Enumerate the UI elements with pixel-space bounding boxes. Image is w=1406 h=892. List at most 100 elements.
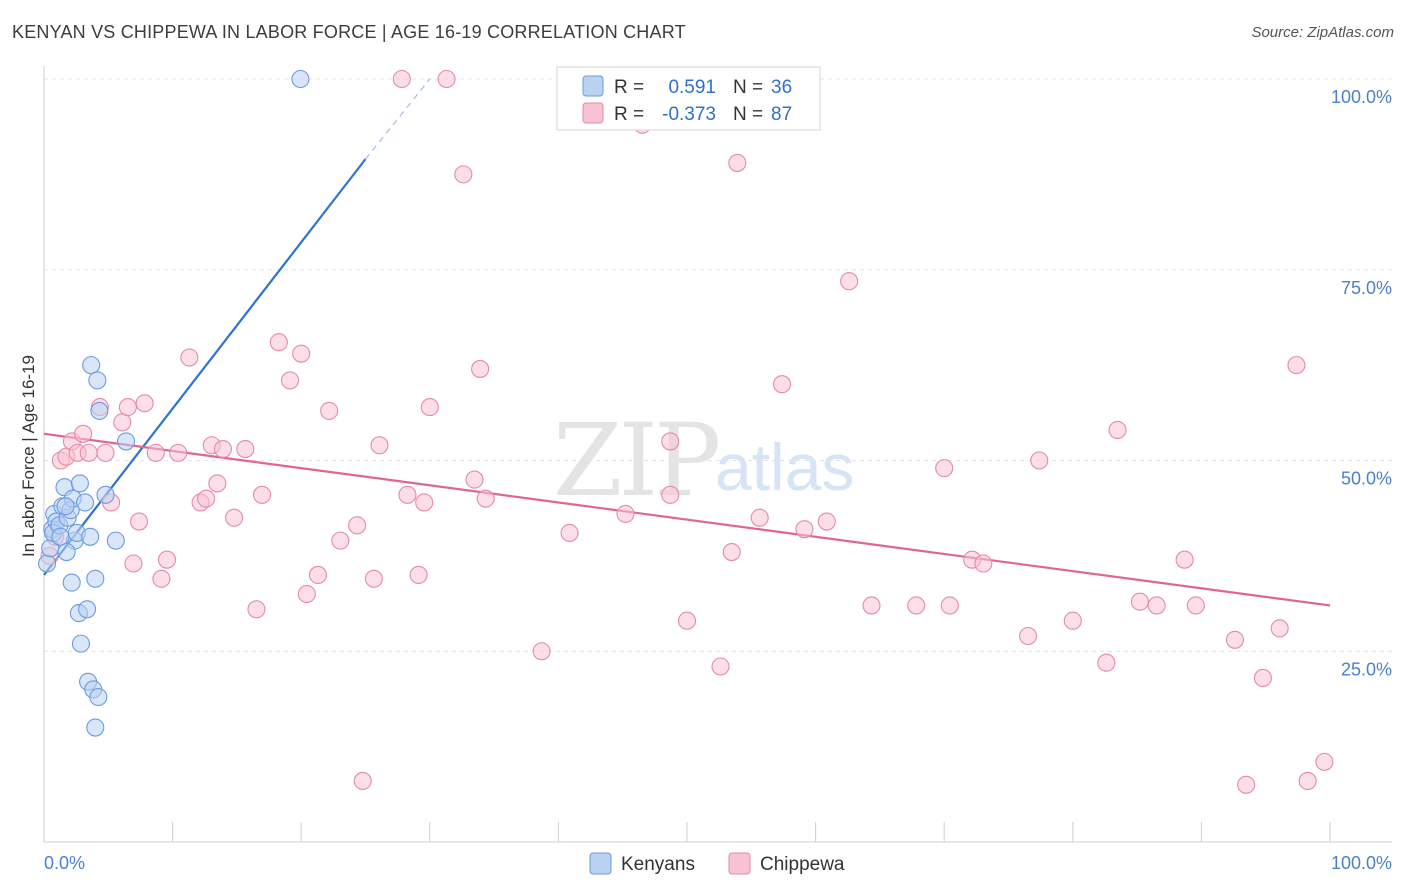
legend-r-label-kenyans: R = [614, 77, 644, 98]
chippewa-point [817, 512, 836, 531]
chippewa-point [1108, 420, 1127, 440]
y-axis-label: In Labor Force | Age 16-19 [19, 355, 38, 557]
chippewa-point [208, 474, 227, 493]
legend-swatch-chippewa [582, 102, 604, 124]
kenyans-point [96, 485, 115, 504]
bottom-legend-swatch-chippewa [728, 852, 751, 875]
chippewa-point [728, 153, 747, 172]
chippewa-point [454, 165, 473, 184]
watermark-atlas: atlas [715, 430, 854, 504]
chippewa-point [1287, 356, 1306, 375]
chippewa-point [940, 596, 959, 615]
chippewa-point [118, 398, 137, 417]
chippewa-point [124, 554, 143, 573]
chippewa-point [297, 584, 316, 604]
chippewa-point [661, 432, 680, 451]
chippewa-point [152, 569, 171, 588]
chippewa-point [348, 516, 367, 535]
chippewa-point [437, 69, 456, 89]
chippewa-point [1030, 451, 1049, 470]
y-tick-label: 75.0% [1341, 278, 1392, 298]
chippewa-point [96, 443, 115, 462]
kenyans-point [38, 554, 57, 573]
chippewa-point [415, 493, 434, 512]
chippewa-point [1130, 592, 1149, 611]
watermark: ZIP atlas [553, 402, 854, 519]
chippewa-point [197, 489, 216, 508]
legend-n-label-chippewa: N = [733, 104, 763, 125]
legend-r-value-kenyans: 0.591 [668, 77, 716, 98]
chippewa-point [420, 398, 439, 417]
chippewa-point [253, 485, 272, 504]
kenyans-point [90, 401, 109, 420]
axes [43, 66, 1392, 843]
kenyans-point [78, 600, 97, 619]
chippewa-point [1175, 550, 1194, 569]
x-tick-label-min: 0.0% [44, 853, 85, 873]
kenyans-point [86, 569, 105, 588]
chippewa-point [795, 520, 814, 539]
chippewa-point [840, 272, 859, 291]
kenyans-point [89, 687, 108, 707]
chippewa-point [974, 554, 993, 573]
chippewa-point [907, 596, 926, 615]
chippewa-point [308, 565, 328, 585]
chippewa-point [331, 531, 350, 550]
y-tick-labels: 25.0% 50.0% 75.0% 100.0% [1331, 87, 1392, 679]
chippewa-point [236, 440, 255, 459]
chippewa-point [370, 436, 389, 455]
chippewa-point [476, 489, 495, 508]
x-tick-label-max: 100.0% [1331, 853, 1392, 873]
chippewa-point [862, 596, 881, 615]
chippewa-point [392, 69, 411, 89]
chippewa-point [409, 565, 428, 585]
chippewa-point [465, 470, 484, 489]
y-tick-label: 25.0% [1341, 659, 1392, 679]
chippewa-point [247, 600, 266, 619]
legend-n-value-kenyans: 36 [771, 77, 792, 98]
chippewa-point [722, 543, 741, 562]
legend-n-value-chippewa: 87 [771, 104, 792, 125]
bottom-legend-swatch-kenyans [589, 852, 612, 875]
legend-r-label-chippewa: R = [614, 104, 644, 125]
chippewa-point [213, 440, 232, 459]
trend-line-kenyans-extension [365, 78, 431, 160]
data-points [38, 69, 1334, 794]
chippewa-point [1225, 630, 1244, 649]
stats-legend: R = 0.591 N = 36 R = -0.373 N = 87 [556, 66, 821, 131]
kenyans-point [57, 543, 76, 562]
kenyans-point [56, 497, 75, 516]
chippewa-point [113, 413, 132, 432]
chippewa-point [1019, 626, 1038, 646]
chippewa-point [1186, 596, 1205, 615]
chippewa-point [1315, 752, 1334, 771]
kenyans-point [117, 432, 136, 451]
chippewa-point [130, 512, 149, 531]
bottom-legend-label-kenyans: Kenyans [621, 854, 695, 875]
chippewa-point [935, 459, 954, 478]
kenyans-point [62, 573, 81, 592]
trend-lines [43, 78, 1331, 607]
kenyans-point [75, 493, 95, 512]
legend-r-value-chippewa: -0.373 [662, 104, 716, 125]
chippewa-point [364, 569, 383, 588]
chippewa-point [180, 348, 199, 367]
chippewa-point [1253, 668, 1272, 688]
chippewa-point [1147, 596, 1166, 615]
chippewa-point [773, 375, 792, 394]
chippewa-point [1298, 771, 1317, 791]
kenyans-point [86, 718, 105, 737]
trend-line-kenyans [43, 158, 367, 576]
kenyans-point [106, 531, 125, 550]
chippewa-point [169, 443, 188, 462]
chippewa-point [616, 504, 635, 523]
chippewa-point [1063, 611, 1082, 630]
kenyans-point [82, 356, 101, 375]
chippewa-point [79, 443, 98, 462]
chippewa-point [398, 485, 417, 504]
chippewa-point [292, 344, 311, 363]
chippewa-point [74, 424, 93, 443]
legend-swatch-kenyans [582, 75, 604, 97]
chippewa-point [225, 508, 244, 527]
